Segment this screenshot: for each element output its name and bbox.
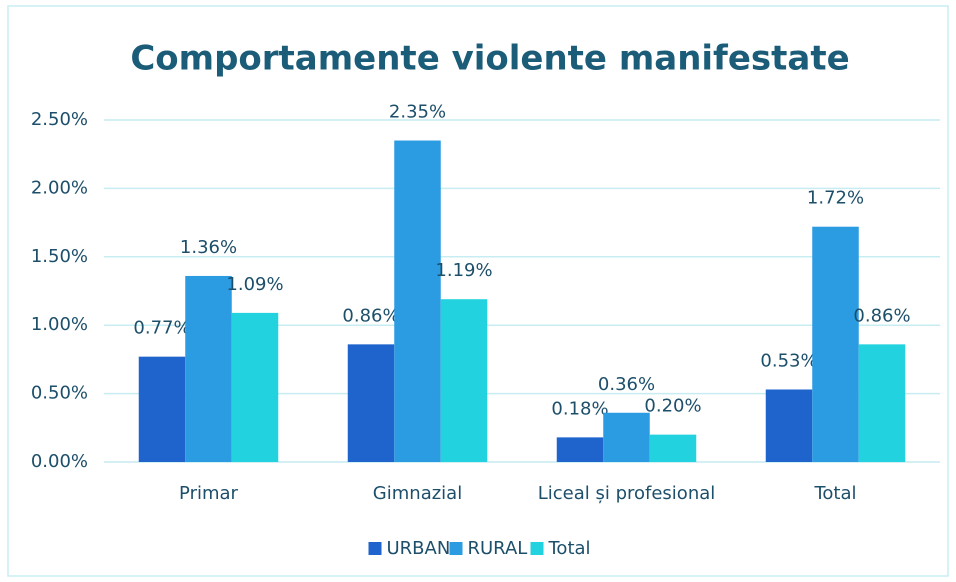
- data-label: 0.77%: [133, 318, 190, 339]
- bar: [812, 226, 859, 462]
- data-label: 0.86%: [342, 305, 399, 326]
- bar: [394, 140, 441, 462]
- chart-border: [7, 5, 949, 577]
- legend-swatch: [530, 542, 544, 555]
- y-tick-label: 2.00%: [31, 177, 88, 198]
- bar: [858, 344, 906, 462]
- bar: [185, 275, 232, 462]
- y-tick-label: 1.50%: [31, 246, 88, 267]
- data-label: 1.19%: [435, 260, 492, 281]
- legend-label: URBAN: [387, 538, 451, 559]
- x-tick-label: Total: [813, 483, 856, 504]
- y-tick-label: 2.50%: [31, 109, 88, 130]
- bar: [440, 299, 488, 462]
- data-label: 0.20%: [644, 396, 701, 417]
- data-label: 1.72%: [807, 188, 864, 209]
- legend-label: RURAL: [468, 538, 528, 559]
- bar: [556, 437, 604, 462]
- bar: [649, 434, 697, 462]
- legend-swatch: [368, 542, 382, 555]
- data-label: 0.36%: [598, 374, 655, 395]
- data-label: 1.09%: [226, 274, 283, 295]
- x-tick-label: Primar: [179, 483, 239, 504]
- y-tick-label: 0.50%: [31, 383, 88, 404]
- bar: [765, 389, 813, 462]
- bar: [138, 356, 186, 462]
- data-label: 2.35%: [389, 102, 446, 123]
- y-tick-label: 1.00%: [31, 314, 88, 335]
- data-label: 0.86%: [853, 305, 910, 326]
- data-label: 1.36%: [180, 237, 237, 258]
- legend-swatch: [449, 542, 463, 555]
- legend-label: Total: [548, 538, 591, 559]
- data-label: 0.53%: [760, 350, 817, 371]
- chart-title: Comportamente violente manifestate: [130, 39, 849, 79]
- data-label: 0.18%: [551, 398, 608, 419]
- x-tick-label: Liceal și profesional: [538, 483, 716, 504]
- x-tick-label: Gimnazial: [373, 483, 462, 504]
- bar: [603, 412, 650, 462]
- bar: [231, 312, 279, 462]
- bar: [347, 344, 395, 462]
- y-tick-label: 0.00%: [31, 451, 88, 472]
